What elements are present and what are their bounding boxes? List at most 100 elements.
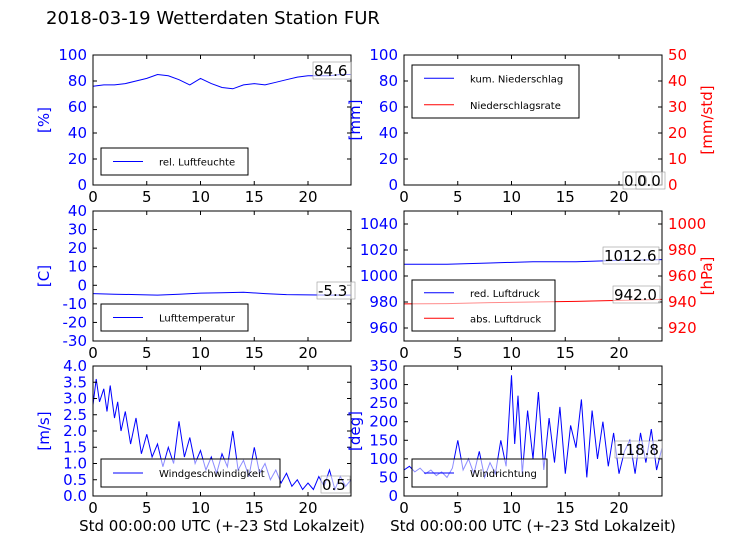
y-tick-label-5-3: 150 <box>369 431 398 449</box>
y-tick-label-2-7: 40 <box>68 202 87 220</box>
y-tick-label-1-4: 80 <box>379 72 398 90</box>
series-line-0-0 <box>92 73 351 90</box>
x-tick-label-4-0: 0 <box>88 499 98 517</box>
legend-label-4-0: Windgeschwindigkeit <box>159 469 265 480</box>
plot-frame-2 <box>92 210 352 342</box>
x-tick-label-0-0: 0 <box>88 188 98 206</box>
y-axis-label-0: [%] <box>35 107 53 133</box>
y-tick-label-5-6: 300 <box>369 376 398 394</box>
x-tick-label-0-4: 20 <box>298 188 317 206</box>
x-tick-label-0-1: 5 <box>142 188 152 206</box>
x-tick-label-5-4: 20 <box>609 499 628 517</box>
x-tick-label-4-1: 5 <box>142 499 152 517</box>
y-right-tick-label-3-3: 980 <box>668 241 697 259</box>
x-tick-label-1-4: 20 <box>609 188 628 206</box>
y-tick-label-5-4: 200 <box>369 413 398 431</box>
y-tick-label-4-7: 3.5 <box>63 373 87 391</box>
y-right-tick-label-3-1: 940 <box>668 293 697 311</box>
y-right-axis-label-1: [mm/std] <box>698 85 716 154</box>
legend-box-5 <box>411 458 548 488</box>
value-annotation-3-1: 942.0 <box>614 286 657 304</box>
x-tick-label-3-1: 5 <box>453 344 463 362</box>
plot-frame-5 <box>403 365 663 497</box>
y-tick-label-5-0: 0 <box>388 487 398 505</box>
legend-box-3 <box>411 279 556 332</box>
y-tick-label-5-1: 50 <box>379 468 398 486</box>
y-tick-label-5-5: 250 <box>369 394 398 412</box>
y-tick-label-0-5: 100 <box>58 46 87 64</box>
x-tick-label-1-3: 15 <box>556 188 575 206</box>
value-annotation-box-3-1 <box>612 285 661 304</box>
y-tick-label-5-2: 100 <box>369 450 398 468</box>
y-right-tick-label-1-4: 40 <box>668 72 687 90</box>
value-annotation-0-0: 84.6 <box>314 62 347 80</box>
value-annotation-box-1-1 <box>635 171 666 190</box>
y-axis-label-5: [deg] <box>346 411 364 451</box>
legend-label-0-0: rel. Luftfeuchte <box>159 158 235 169</box>
x-tick-label-1-2: 10 <box>502 188 521 206</box>
y-right-tick-label-3-4: 1000 <box>668 215 706 233</box>
y-tick-label-4-8: 4.0 <box>63 357 87 375</box>
x-tick-label-4-2: 10 <box>191 499 210 517</box>
y-tick-label-2-3: 0 <box>77 276 87 294</box>
y-tick-label-4-0: 0.0 <box>63 487 87 505</box>
y-tick-label-0-4: 80 <box>68 72 87 90</box>
y-tick-label-0-3: 60 <box>68 98 87 116</box>
plot-frame-0 <box>92 54 352 186</box>
plot-frame-1 <box>403 54 663 186</box>
y-tick-label-1-5: 100 <box>369 46 398 64</box>
x-tick-label-3-4: 20 <box>609 344 628 362</box>
x-tick-label-5-0: 0 <box>399 499 409 517</box>
y-tick-label-1-0: 0 <box>388 176 398 194</box>
y-tick-label-0-0: 0 <box>77 176 87 194</box>
y-tick-label-2-0: -30 <box>63 332 88 350</box>
legend-box-4 <box>100 458 281 488</box>
y-axis-label-2: [C] <box>35 265 53 287</box>
value-annotation-box-2-0 <box>316 281 356 300</box>
y-tick-label-2-2: -10 <box>63 295 88 313</box>
x-tick-label-5-2: 10 <box>502 499 521 517</box>
y-right-tick-label-1-3: 30 <box>668 98 687 116</box>
x-tick-label-0-3: 15 <box>245 188 264 206</box>
y-tick-label-4-6: 3.0 <box>63 390 87 408</box>
value-annotation-1-1: 0.0 <box>637 172 661 190</box>
x-tick-label-0-2: 10 <box>191 188 210 206</box>
y-tick-label-1-1: 20 <box>379 150 398 168</box>
y-tick-label-5-7: 350 <box>369 357 398 375</box>
value-annotation-5-0: 118.8 <box>616 441 659 459</box>
x-tick-label-5-1: 5 <box>453 499 463 517</box>
value-annotation-4-0: 0.5 <box>322 476 346 494</box>
y-tick-label-1-3: 60 <box>379 98 398 116</box>
y-tick-label-3-3: 1020 <box>360 241 398 259</box>
x-tick-label-3-2: 10 <box>502 344 521 362</box>
y-right-axis-label-3: [hPa] <box>698 257 716 296</box>
y-axis-label-4: [m/s] <box>35 411 53 450</box>
legend-label-3-1: abs. Luftdruck <box>470 314 541 325</box>
value-annotation-box-3-0 <box>602 246 660 265</box>
y-tick-label-4-5: 2.5 <box>63 406 87 424</box>
x-tick-label-3-3: 15 <box>556 344 575 362</box>
legend-label-5-0: Windrichtung <box>470 469 537 480</box>
value-annotation-2-0: -5.3 <box>318 282 347 300</box>
x-tick-label-4-3: 15 <box>245 499 264 517</box>
y-right-tick-label-1-2: 20 <box>668 124 687 142</box>
y-tick-label-2-5: 20 <box>68 239 87 257</box>
y-tick-label-2-4: 10 <box>68 258 87 276</box>
value-annotation-box-5-0 <box>614 440 663 459</box>
y-right-tick-label-1-1: 10 <box>668 150 687 168</box>
y-tick-label-4-4: 2.0 <box>63 422 87 440</box>
y-tick-label-0-2: 40 <box>68 124 87 142</box>
y-tick-label-4-1: 0.5 <box>63 471 87 489</box>
figure-title: 2018-03-19 Wetterdaten Station FUR <box>46 8 380 29</box>
x-tick-label-2-4: 20 <box>298 344 317 362</box>
value-annotation-box-4-0 <box>320 475 351 494</box>
legend-label-3-0: red. Luftdruck <box>470 289 540 300</box>
legend-label-2-0: Lufttemperatur <box>159 314 236 325</box>
y-tick-label-3-4: 1040 <box>360 215 398 233</box>
y-right-tick-label-3-0: 920 <box>668 319 697 337</box>
x-tick-label-2-3: 15 <box>245 344 264 362</box>
legend-label-1-1: Niederschlagsrate <box>470 101 561 112</box>
x-tick-label-4-4: 20 <box>298 499 317 517</box>
y-tick-label-3-0: 960 <box>369 319 398 337</box>
